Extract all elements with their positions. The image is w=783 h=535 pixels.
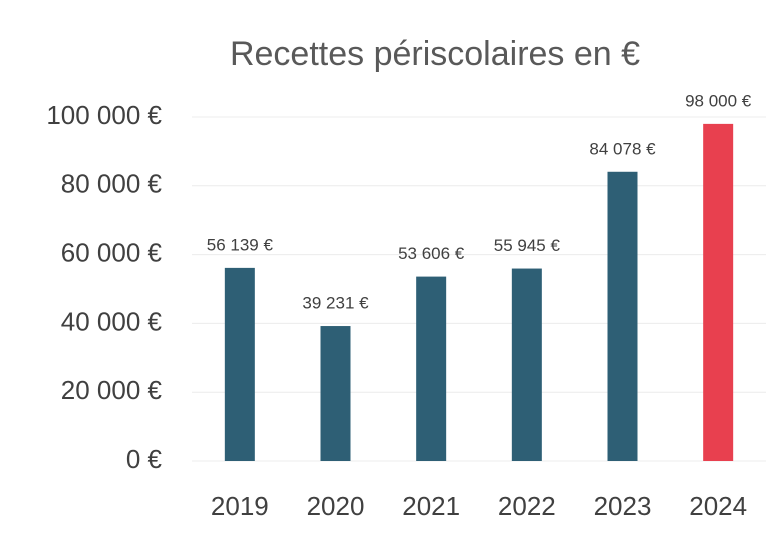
y-tick-label: 100 000 € bbox=[46, 100, 162, 130]
y-tick-label: 40 000 € bbox=[61, 306, 163, 336]
y-tick-label: 80 000 € bbox=[61, 169, 163, 199]
x-tick-label: 2024 bbox=[689, 491, 747, 521]
bar bbox=[511, 268, 542, 461]
data-label: 84 078 € bbox=[589, 139, 656, 158]
bar bbox=[607, 171, 638, 462]
y-tick-label: 0 € bbox=[126, 444, 163, 474]
x-tick-label: 2022 bbox=[498, 491, 556, 521]
x-tick-label: 2019 bbox=[211, 491, 269, 521]
data-label: 98 000 € bbox=[685, 91, 752, 110]
bar bbox=[416, 276, 447, 461]
data-label: 56 139 € bbox=[207, 235, 274, 254]
chart-title: Recettes périscolaires en € bbox=[230, 35, 640, 73]
bar bbox=[224, 267, 255, 461]
x-tick-label: 2023 bbox=[594, 491, 652, 521]
y-tick-label: 20 000 € bbox=[61, 375, 163, 405]
x-tick-label: 2021 bbox=[402, 491, 460, 521]
data-label: 55 945 € bbox=[494, 236, 561, 255]
data-label: 39 231 € bbox=[302, 294, 369, 313]
y-tick-label: 60 000 € bbox=[61, 237, 163, 267]
data-label: 53 606 € bbox=[398, 244, 465, 263]
x-tick-label: 2020 bbox=[307, 491, 365, 521]
bar bbox=[320, 326, 351, 461]
bar bbox=[703, 123, 734, 461]
